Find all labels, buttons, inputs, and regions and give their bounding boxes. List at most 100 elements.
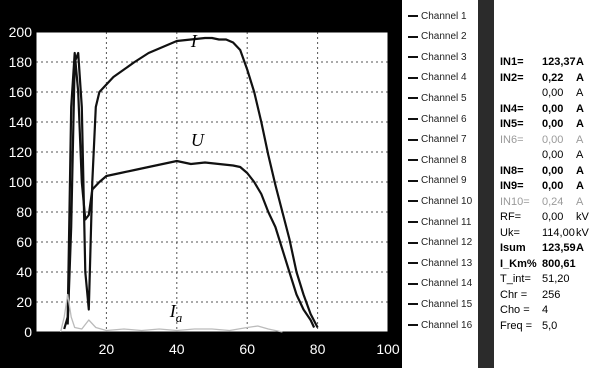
readout-label: Isum	[500, 242, 526, 254]
legend-item: Channel 4	[402, 71, 467, 85]
legend-label: Channel 9	[421, 175, 467, 187]
readout-value: 256	[542, 288, 561, 301]
y-tick-label: 100	[9, 174, 33, 190]
readout-value: 4	[542, 304, 549, 316]
readout-label: Freq =	[500, 319, 533, 332]
legend-label: Channel 7	[421, 134, 467, 146]
legend-label: Channel 12	[421, 237, 473, 249]
y-tick-label: 180	[9, 54, 33, 70]
legend-label: Channel 11	[421, 216, 472, 228]
legend-label: Channel 14	[421, 278, 473, 290]
legend-swatch	[408, 159, 418, 162]
readout-unit: A	[576, 180, 584, 192]
legend-swatch	[408, 179, 418, 182]
legend-item: Channel 8	[402, 153, 467, 167]
readout-value: 114,00	[542, 226, 575, 239]
legend-swatch	[408, 35, 418, 38]
legend-item: Channel 3	[402, 50, 467, 64]
readout-label: RF=	[500, 211, 522, 223]
x-tick-label: 20	[99, 341, 115, 357]
legend-item: Channel 16	[402, 318, 472, 332]
readout-unit: A	[576, 102, 584, 115]
y-tick-label: 200	[9, 24, 33, 40]
readout-unit: A	[576, 242, 584, 254]
readout-value: 123,37	[542, 56, 576, 68]
readout-value: 0,00	[542, 87, 564, 99]
y-tick-label: 140	[9, 114, 33, 130]
y-tick-label: 120	[9, 144, 33, 160]
y-tick-label: 0	[24, 324, 32, 340]
x-tick-label: 40	[169, 341, 185, 357]
legend-swatch	[408, 118, 418, 120]
readout-value: 123,59	[542, 242, 576, 254]
legend-swatch	[408, 97, 418, 100]
readout-value: 800,61	[542, 257, 576, 270]
legend-item: Channel 10	[402, 194, 472, 208]
legend-swatch	[408, 241, 418, 244]
channel-legend: Channel 1 Channel 2 Channel 3 Channel 4 Chan…	[402, 0, 478, 368]
legend-item: Channel 2	[402, 30, 467, 44]
readout-label: IN10=	[500, 195, 530, 208]
readout-value: 51,20	[542, 273, 570, 285]
legend-item: Channel 14	[402, 277, 472, 291]
readout-unit: kV	[576, 226, 589, 239]
measurement-readouts: IN1= 123,37 A IN2= 0,22 A 0,00 A IN4= 0,00 A IN5= 0,…	[494, 0, 595, 368]
panel-divider	[478, 0, 494, 368]
curve-annotation: U	[191, 130, 205, 150]
readout-value: 0,00	[542, 102, 564, 115]
readout-label: Cho =	[500, 304, 530, 316]
legend-swatch	[408, 221, 418, 223]
legend-swatch	[408, 76, 418, 79]
legend-label: Channel 13	[421, 257, 473, 269]
readout-label: IN8=	[500, 164, 524, 177]
legend-item: Channel 11	[402, 215, 471, 229]
legend-item: Channel 12	[402, 236, 472, 250]
legend-item: Channel 13	[402, 256, 472, 270]
readout-label: Uk=	[500, 226, 520, 239]
y-tick-label: 160	[9, 84, 33, 100]
legend-swatch	[408, 282, 418, 285]
readout-label: Chr =	[500, 288, 528, 301]
y-tick-label: 80	[16, 204, 32, 220]
readout-unit: A	[576, 133, 584, 146]
readout-unit: kV	[576, 211, 589, 223]
readout-unit: A	[576, 87, 584, 99]
readout-value: 0,00	[542, 164, 564, 177]
series-line-u	[63, 51, 316, 330]
legend-label: Channel 15	[421, 298, 473, 310]
readout-label: IN5=	[500, 118, 524, 130]
y-tick-label: 40	[16, 264, 32, 280]
readout-value: 5,0	[542, 319, 558, 332]
legend-swatch	[408, 303, 418, 306]
y-tick-label: 20	[16, 294, 32, 310]
curve-annotation: I	[190, 31, 198, 51]
readout-label: IN6=	[500, 133, 524, 146]
readout-unit: A	[576, 195, 584, 208]
readout-label: IN1=	[500, 56, 524, 68]
legend-item: Channel 7	[402, 133, 467, 147]
readout-unit: A	[576, 56, 584, 68]
x-tick-label: 80	[310, 341, 326, 357]
y-tick-label: 60	[16, 234, 32, 250]
x-tick-label: 100	[376, 341, 400, 357]
legend-item: Channel 15	[402, 297, 472, 311]
legend-label: Channel 3	[421, 51, 467, 63]
readout-value: 0,00	[542, 133, 564, 146]
legend-label: Channel 8	[421, 154, 467, 166]
legend-item: Channel 5	[402, 91, 467, 105]
series-line-i	[66, 36, 319, 329]
readout-label: I_Km%	[500, 257, 537, 270]
legend-item: Channel 6	[402, 112, 467, 126]
readout-value: 0,00	[542, 180, 564, 192]
readout-unit: A	[576, 118, 584, 130]
readout-label: IN4=	[500, 102, 524, 115]
readout-value: 0,00	[542, 118, 564, 130]
legend-swatch	[408, 138, 418, 141]
readout-unit: A	[576, 164, 584, 177]
legend-item: Channel 9	[402, 174, 467, 188]
waveform-chart: 0 20 40 60 80 100 120 140 160 180 200 20 40 60 80 100 I U…	[9, 24, 400, 357]
legend-label: Channel 4	[421, 72, 467, 84]
legend-label: Channel 16	[421, 319, 473, 331]
legend-swatch	[408, 15, 418, 17]
legend-swatch	[408, 56, 418, 59]
